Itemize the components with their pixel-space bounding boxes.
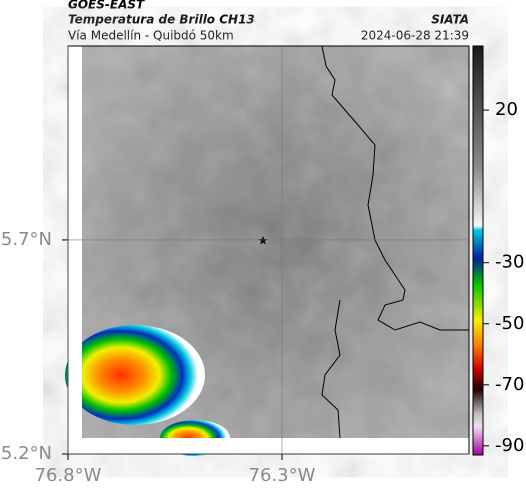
colorbar-tick-label: -30 — [495, 252, 524, 273]
y-tick-label: 5.2°N — [1, 443, 52, 464]
cold-cloud — [65, 325, 205, 425]
title: Temperatura de Brillo CH13 — [68, 13, 255, 27]
subtitle: Vía Medellín - Quibdó 50km — [68, 29, 234, 43]
image-margin — [68, 46, 82, 454]
x-tick-label: 76.8°W — [35, 465, 102, 486]
x-tick-label: 76.3°W — [249, 465, 316, 486]
colorbar-tick-label: 20 — [495, 99, 518, 120]
colorbar-tick-label: -70 — [495, 374, 524, 395]
image-margin — [68, 438, 469, 454]
border — [321, 299, 341, 439]
colorbar-tick-label: -90 — [495, 435, 524, 456]
datetime: 2024-06-28 21:39 — [361, 29, 469, 43]
border — [321, 45, 469, 331]
source: GOES-EAST — [68, 0, 145, 12]
colorbar — [472, 45, 484, 456]
agency: SIATA — [431, 13, 469, 27]
station-marker: ★ — [258, 234, 269, 248]
colorbar-tick-label: -50 — [495, 313, 524, 334]
y-tick-label: 5.7°N — [1, 229, 52, 250]
